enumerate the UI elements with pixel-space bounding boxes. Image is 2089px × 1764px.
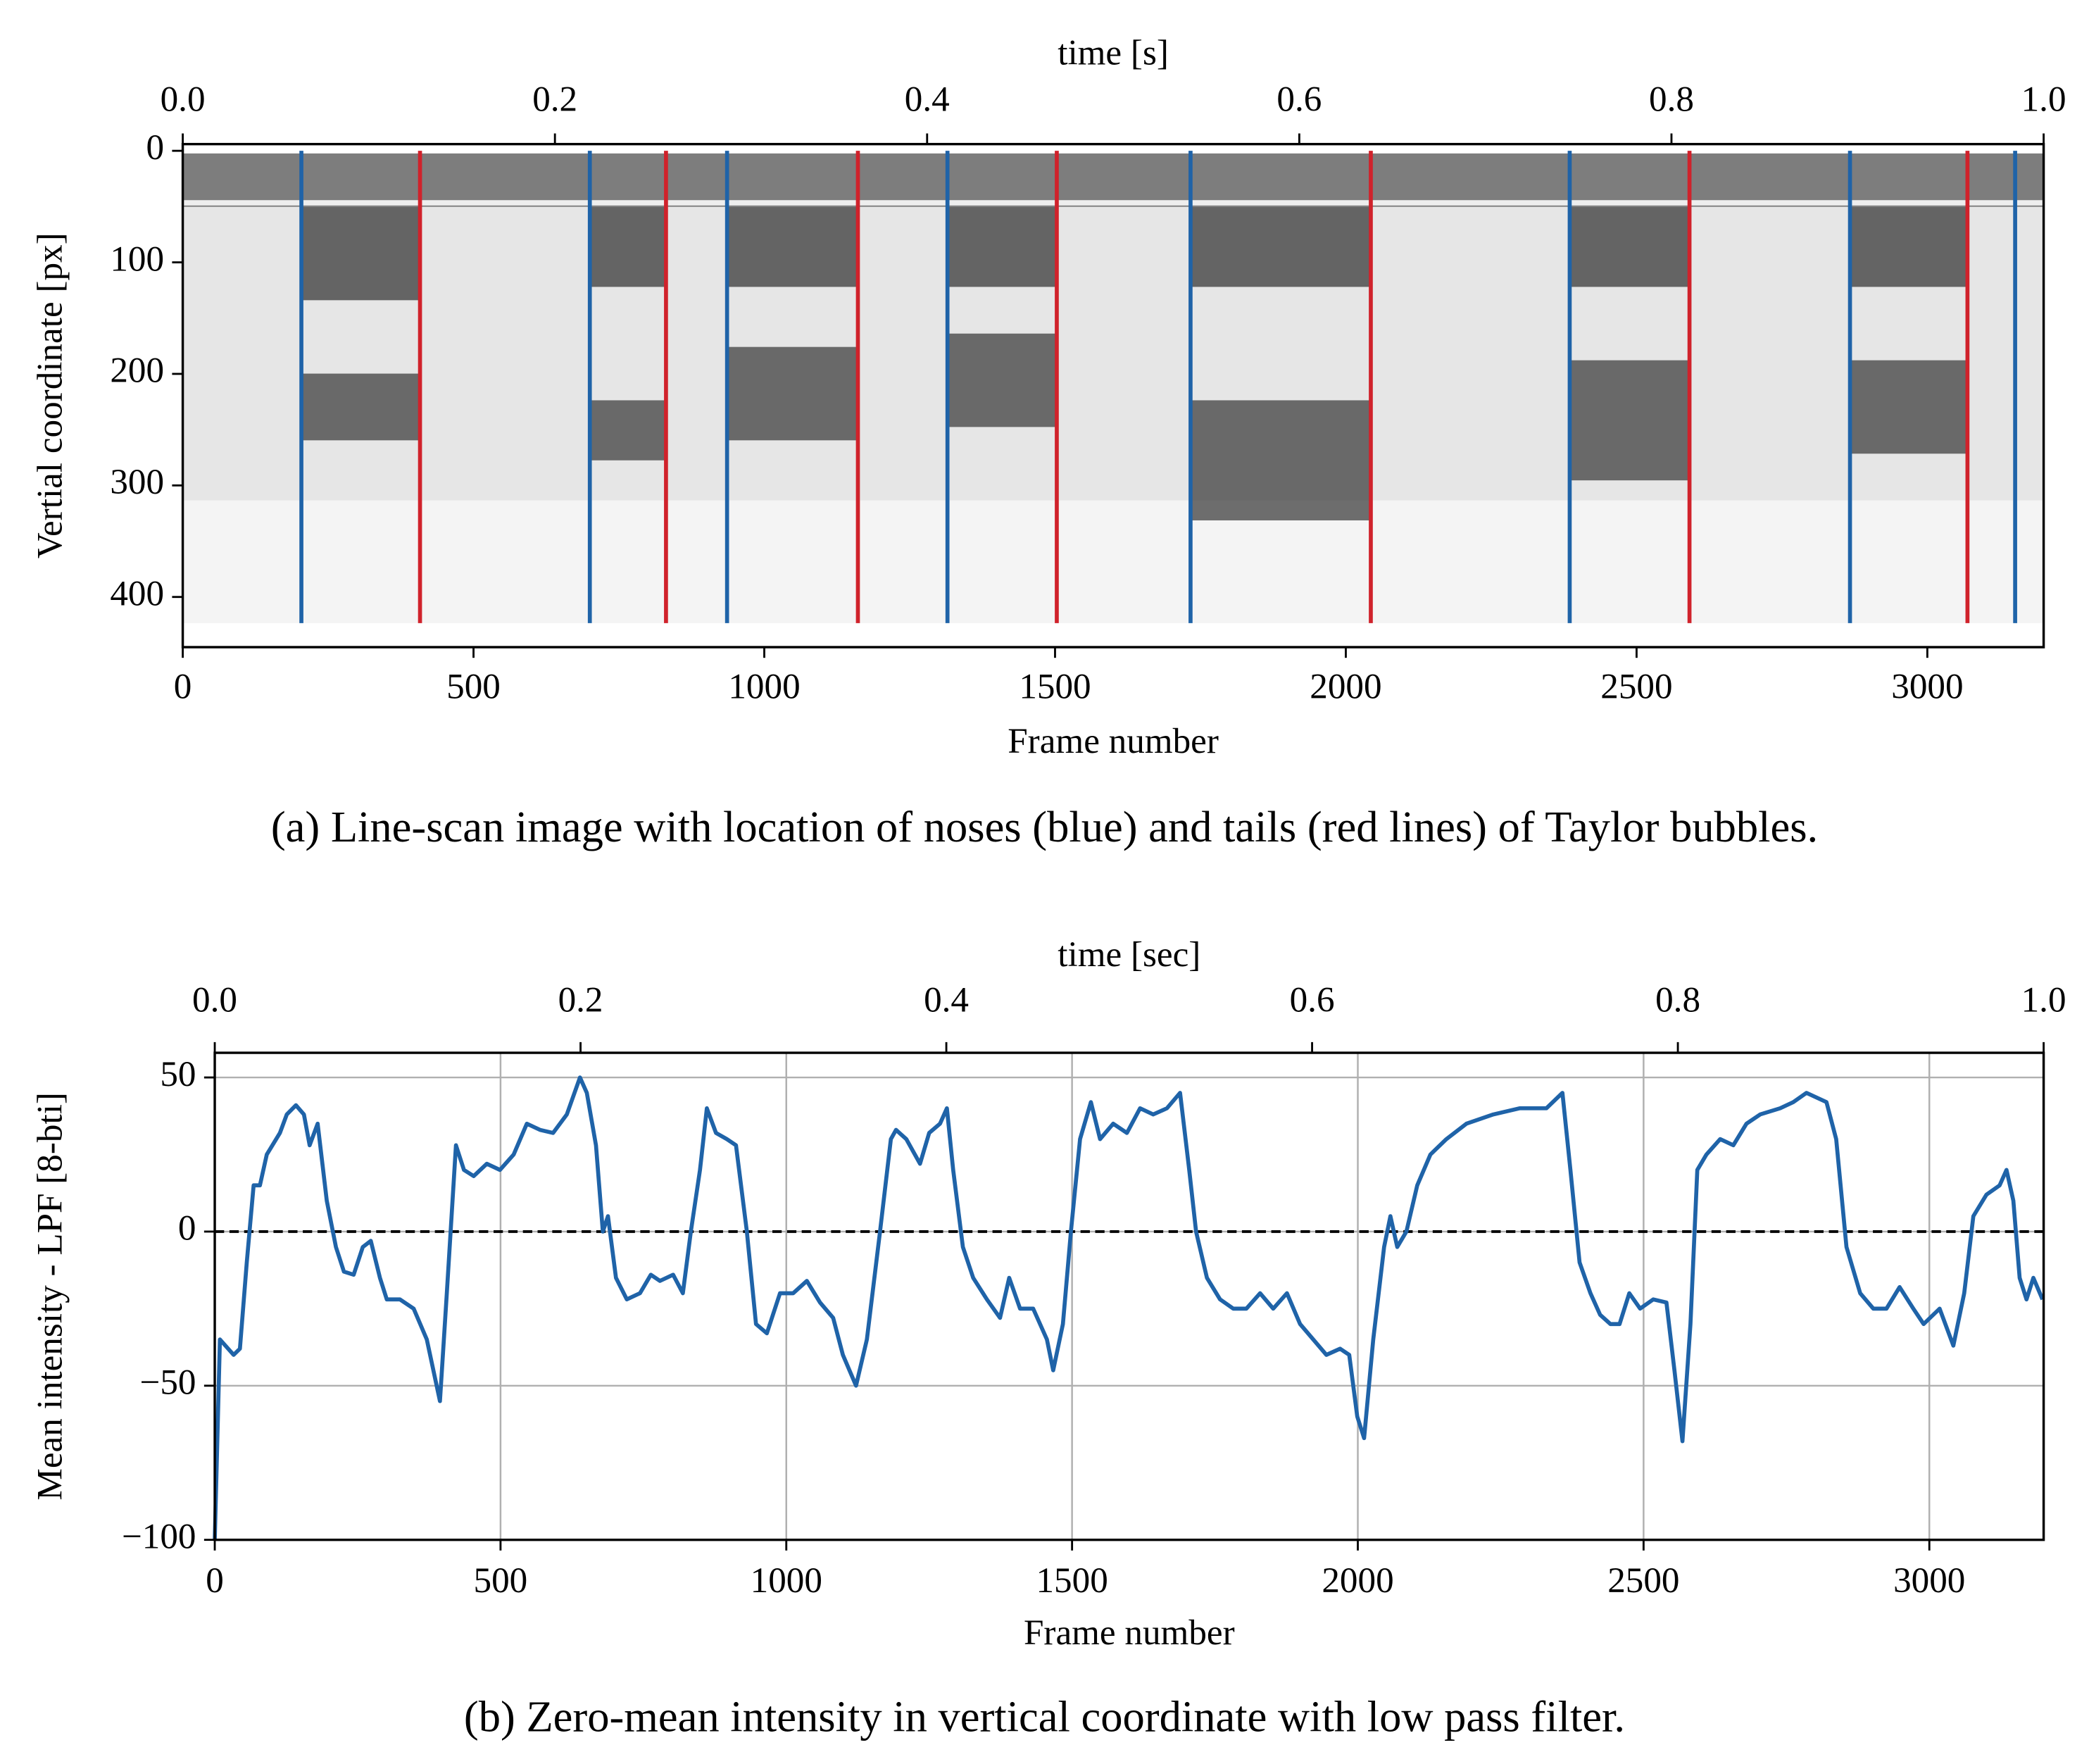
- x2-tick-label: 0.8: [1655, 980, 1700, 1020]
- y-tick-label: 0: [146, 127, 164, 168]
- x2-tick-label: 0.2: [558, 980, 603, 1020]
- y-axis-label: Vertial coordinate [px]: [30, 232, 70, 558]
- image-background: [182, 153, 2044, 623]
- x2-tick-label: 0.2: [532, 80, 577, 120]
- bubble: [1190, 206, 1370, 287]
- y-tick-label: −50: [140, 1363, 196, 1403]
- x2-axis-label: time [sec]: [1058, 934, 1200, 975]
- x-tick-label: 1500: [1036, 1560, 1108, 1601]
- y-tick-label: 0: [178, 1208, 196, 1249]
- caption: (b) Zero-mean intensity in vertical coor…: [464, 1692, 1625, 1741]
- bubble: [589, 206, 666, 287]
- x2-tick-label: 0.4: [924, 980, 969, 1020]
- x-axis-label: Frame number: [1024, 1613, 1235, 1653]
- x2-tick-label: 0.8: [1649, 80, 1694, 120]
- intensity-line: [213, 1075, 2045, 1540]
- image-band: [182, 200, 2044, 206]
- bubble-tail: [947, 333, 1057, 427]
- x-tick-label: 1000: [728, 666, 800, 706]
- x-tick-label: 2500: [1607, 1560, 1679, 1601]
- bubble-tail: [301, 373, 420, 441]
- bubble-tail: [1848, 360, 1966, 454]
- y-tick-label: 400: [110, 573, 164, 613]
- x-tick-label: 500: [474, 1560, 528, 1601]
- bubble: [947, 206, 1057, 287]
- bubble-tail: [1190, 400, 1370, 520]
- x-tick-label: 3000: [1893, 1560, 1965, 1601]
- x2-tick-label: 0.6: [1290, 980, 1335, 1020]
- x-tick-label: 2500: [1600, 666, 1672, 706]
- line-scan-image: [182, 153, 2044, 623]
- image-band: [182, 153, 2044, 207]
- axes-frame: [213, 1051, 2045, 1541]
- x2-tick-label: 1.0: [2021, 980, 2066, 1020]
- y-tick-label: 300: [110, 462, 164, 502]
- x2-axis-label: time [s]: [1058, 32, 1169, 73]
- x-tick-label: 2000: [1322, 1560, 1393, 1601]
- x2-tick-label: 0.0: [192, 980, 237, 1020]
- bubble-tail: [1569, 360, 1689, 481]
- bubble: [301, 206, 420, 301]
- x-tick-label: 1000: [751, 1560, 822, 1601]
- bubble-tail: [727, 346, 858, 441]
- x-tick-label: 500: [446, 666, 501, 706]
- x-tick-label: 0: [174, 666, 192, 706]
- bubble-tail: [589, 400, 666, 461]
- bubble-tails: [301, 333, 1966, 520]
- y-tick-label: 200: [110, 351, 164, 391]
- x2-tick-label: 0.0: [161, 80, 206, 120]
- y-tick-label: −100: [122, 1516, 196, 1556]
- axes-frame: [181, 142, 2045, 649]
- x2-tick-label: 1.0: [2021, 80, 2066, 120]
- bubble-regions: [301, 206, 1966, 301]
- bubble: [1569, 206, 1689, 287]
- x-tick-label: 2000: [1310, 666, 1381, 706]
- y-axis-label: Mean intensity - LPF [8-bti]: [30, 1092, 70, 1501]
- x2-tick-label: 0.4: [905, 80, 950, 120]
- x-tick-label: 0: [206, 1560, 224, 1601]
- caption: (a) Line-scan image with location of nos…: [271, 802, 1818, 851]
- y-tick-label: 100: [110, 239, 164, 279]
- x2-tick-label: 0.6: [1276, 80, 1322, 120]
- bubble: [727, 206, 858, 287]
- bubble: [1848, 206, 1966, 287]
- x-tick-label: 3000: [1891, 666, 1963, 706]
- x-axis-label: Frame number: [1008, 721, 1219, 761]
- image-band: [182, 206, 2044, 501]
- x-tick-label: 1500: [1019, 666, 1091, 706]
- y-tick-label: 50: [160, 1054, 196, 1094]
